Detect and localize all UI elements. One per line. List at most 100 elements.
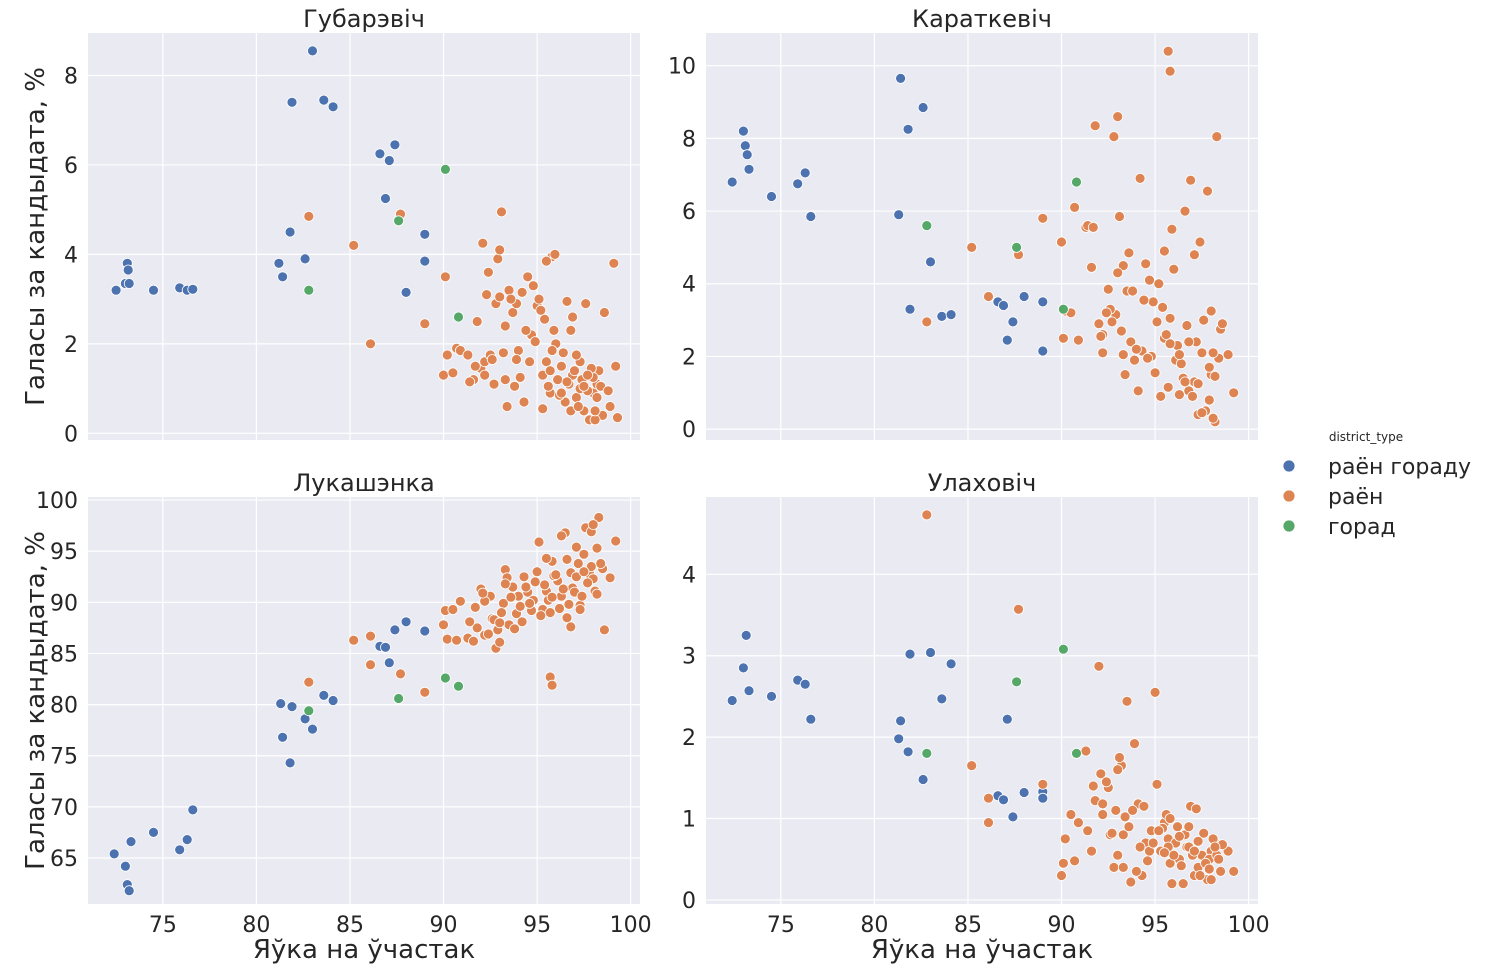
point-district [556, 530, 567, 542]
point-city-district [1001, 713, 1013, 725]
point-district [509, 380, 520, 392]
y-tick-label: 2 [64, 333, 78, 358]
point-city-district [936, 693, 948, 705]
point-district [546, 345, 558, 356]
point-district [494, 636, 506, 648]
point-district [1175, 358, 1187, 370]
y-axis-label: Галасы за кандыдата, % [21, 67, 51, 406]
y-tick-label: 0 [64, 422, 78, 447]
point-district [1112, 111, 1124, 122]
point-city [1011, 241, 1022, 253]
point-city-district [805, 713, 817, 725]
point-district [589, 405, 601, 417]
point-district [548, 324, 560, 336]
point-district [496, 206, 507, 218]
point-district [610, 535, 622, 547]
point-district [1205, 305, 1217, 317]
point-district [589, 414, 601, 426]
point-city-district [739, 140, 751, 152]
point-district [499, 578, 511, 590]
point-district [1138, 800, 1150, 812]
point-district [499, 320, 511, 332]
panel-lukashenka: 75 80 85 90 95 100 65 70 75 80 85 90 95 100 Лукашэнка Я… [21, 469, 652, 965]
point-city [303, 284, 315, 296]
point-district [479, 369, 491, 381]
point-city-district [805, 211, 817, 222]
point-district [1192, 835, 1204, 847]
panel-ulakhovich: 75 80 85 90 95 100 0 1 2 3 4 Улаховіч Яўка на ўчаста… [682, 469, 1270, 965]
point-city [1071, 748, 1082, 759]
point-district [983, 817, 994, 828]
y-tick-label: 8 [682, 127, 696, 152]
point-district [1131, 866, 1142, 877]
point-district [1114, 211, 1125, 222]
point-district [1134, 172, 1146, 184]
point-district [1172, 821, 1183, 833]
point-district [365, 659, 376, 671]
point-district [544, 607, 556, 618]
point-district [1059, 833, 1071, 845]
point-district [1093, 660, 1105, 672]
point-city-district [400, 286, 412, 298]
point-district [438, 619, 449, 631]
point-district [1203, 394, 1215, 406]
point-district [1082, 825, 1094, 837]
point-district [1194, 870, 1206, 881]
point-city-district [286, 96, 298, 108]
y-tick-label: 70 [50, 796, 78, 821]
point-city-district [123, 885, 135, 897]
point-city-district [400, 616, 412, 628]
point-district [1056, 236, 1067, 248]
point-district [1205, 874, 1217, 885]
point-city-district [187, 283, 199, 295]
point-district [482, 628, 494, 640]
point-district [438, 369, 449, 381]
point-district [1183, 336, 1195, 348]
point-city-district [998, 300, 1009, 311]
point-district [571, 571, 582, 583]
point-district [1117, 829, 1129, 841]
point-district [578, 548, 590, 560]
point-city-district [1018, 787, 1030, 798]
point-city-district [741, 149, 753, 161]
x-tick-label: 100 [1228, 913, 1270, 938]
point-district [1151, 778, 1163, 790]
point-district [1190, 803, 1202, 815]
point-city-district [123, 278, 135, 289]
point-district [447, 604, 459, 615]
point-district [539, 313, 550, 325]
point-district [507, 307, 519, 318]
point-district [1110, 805, 1122, 816]
point-district [983, 291, 994, 302]
point-district [546, 591, 558, 603]
point-district [1116, 325, 1127, 337]
point-city [303, 705, 315, 717]
point-district [610, 360, 622, 372]
point-district [1162, 45, 1174, 57]
y-tick-label: 6 [64, 154, 78, 179]
point-district [1147, 837, 1159, 849]
point-district [1177, 878, 1189, 889]
point-district [365, 630, 376, 642]
point-city-district [945, 658, 957, 670]
point-district [1086, 845, 1097, 857]
point-city-district [1037, 345, 1049, 357]
point-district [1203, 361, 1215, 373]
point-city [921, 748, 933, 759]
point-city-district [904, 648, 916, 660]
point-district [419, 686, 431, 698]
point-district [1142, 352, 1153, 364]
point-district [1181, 320, 1193, 331]
point-district [983, 792, 994, 804]
point-district [565, 324, 577, 336]
point-district [1106, 316, 1118, 328]
point-district [494, 617, 506, 629]
point-district [447, 367, 459, 379]
point-district [1125, 336, 1137, 348]
x-tick-label: 90 [430, 913, 458, 938]
point-district [1198, 827, 1210, 839]
point-district [1213, 853, 1225, 865]
y-tick-label: 0 [682, 889, 696, 914]
point-city [1058, 303, 1069, 315]
